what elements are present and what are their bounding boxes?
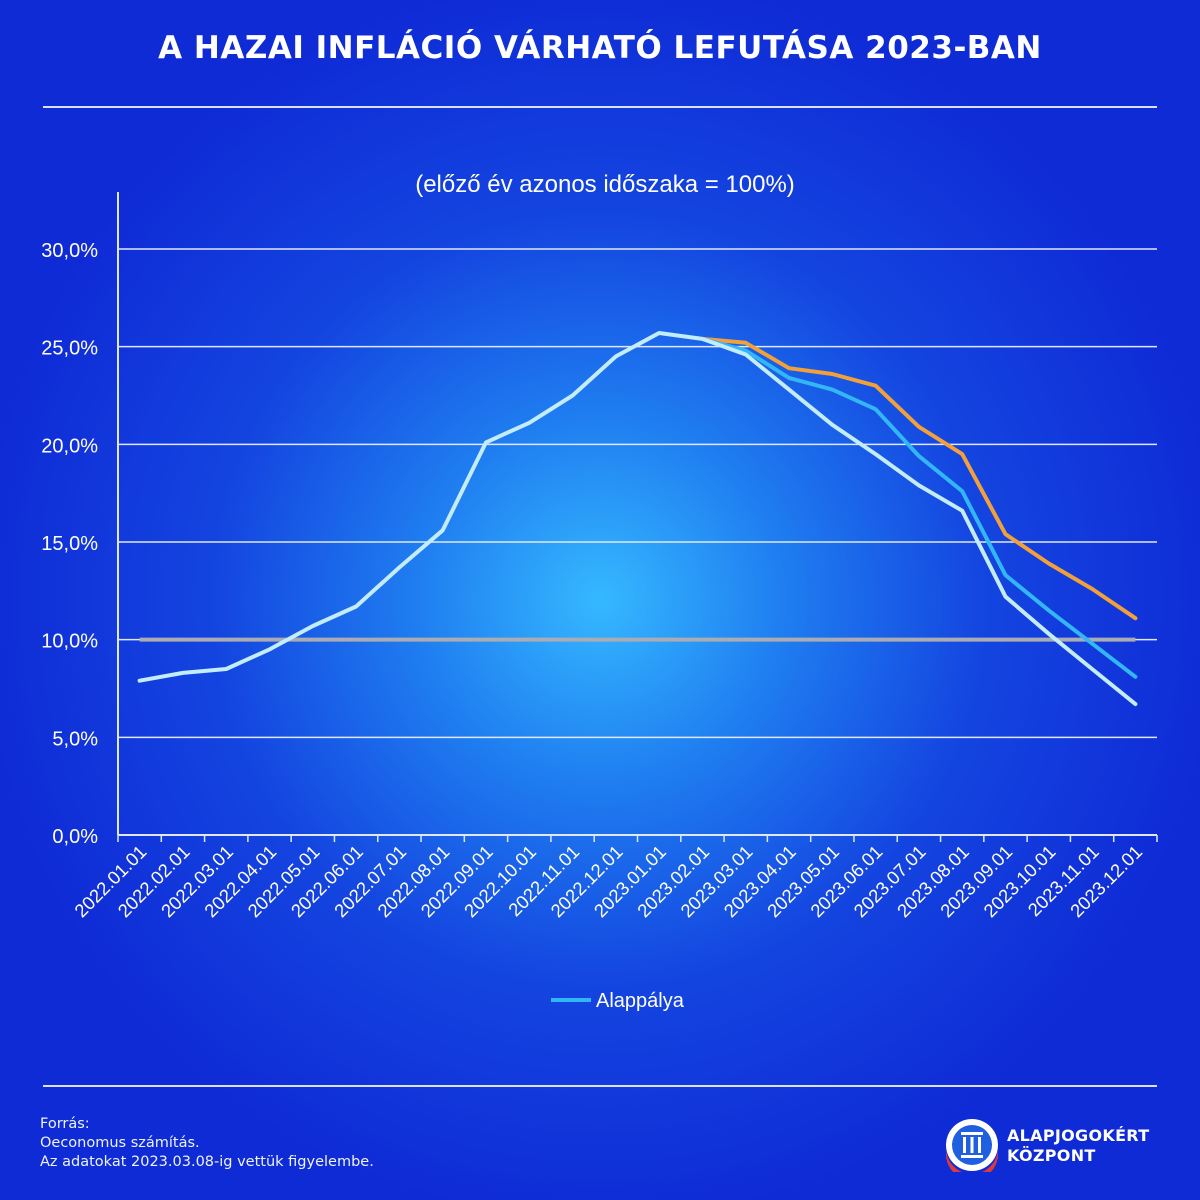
bottom-divider — [43, 1085, 1157, 1087]
chart-series — [137, 331, 1138, 707]
logo-line-1: ALAPJOGOKÉRT — [1007, 1126, 1150, 1145]
source-line-1: Oeconomus számítás. — [40, 1135, 200, 1151]
chart-subtitle: (előző év azonos időszaka = 100%) — [415, 171, 795, 198]
y-axis-tick-labels: 0,0% 5,0% 10,0% 15,0% 20,0% 25,0% 30,0% — [41, 240, 98, 848]
logo-wordmark: ALAPJOGOKÉRT KÖZPONT — [1007, 1126, 1149, 1166]
source-note: Forrás: Oeconomus számítás. Az adatokat … — [40, 1115, 374, 1172]
page-title: A HAZAI INFLÁCIÓ VÁRHATÓ LEFUTÁSA 2023-B… — [158, 30, 1042, 66]
y-tick-label-6: 30,0% — [41, 240, 98, 262]
y-tick-label-1: 5,0% — [52, 728, 98, 750]
y-tick-label-4: 20,0% — [41, 435, 98, 457]
chart-gridlines — [118, 248, 1157, 739]
y-tick-label-5: 25,0% — [41, 338, 98, 360]
series-line-lower — [137, 331, 1138, 707]
top-divider — [43, 106, 1157, 108]
source-label: Forrás: — [40, 1116, 90, 1132]
series-line-upper — [700, 336, 1138, 621]
y-tick-label-0: 0,0% — [52, 826, 98, 848]
alapjogokert-kozpont-logo: ALAPJOGOKÉRT KÖZPONT — [945, 1118, 1165, 1174]
logo-line-2: KÖZPONT — [1007, 1146, 1096, 1165]
source-line-2: Az adatokat 2023.03.08-ig vettük figyele… — [40, 1154, 374, 1170]
y-tick-label-3: 15,0% — [41, 533, 98, 555]
inflation-line-chart: (előző év azonos időszaka = 100%) 0,0% 5,… — [41, 171, 1158, 1012]
series-line-alappálya — [700, 336, 1138, 679]
y-tick-label-2: 10,0% — [41, 631, 98, 653]
logo-emblem-icon — [946, 1119, 998, 1172]
chart-legend: Alappálya — [551, 990, 685, 1012]
chart-axes — [117, 192, 1158, 842]
legend-label: Alappálya — [596, 990, 685, 1012]
x-axis-tick-labels: 2022.01.012022.02.012022.03.012022.04.01… — [70, 841, 1146, 921]
